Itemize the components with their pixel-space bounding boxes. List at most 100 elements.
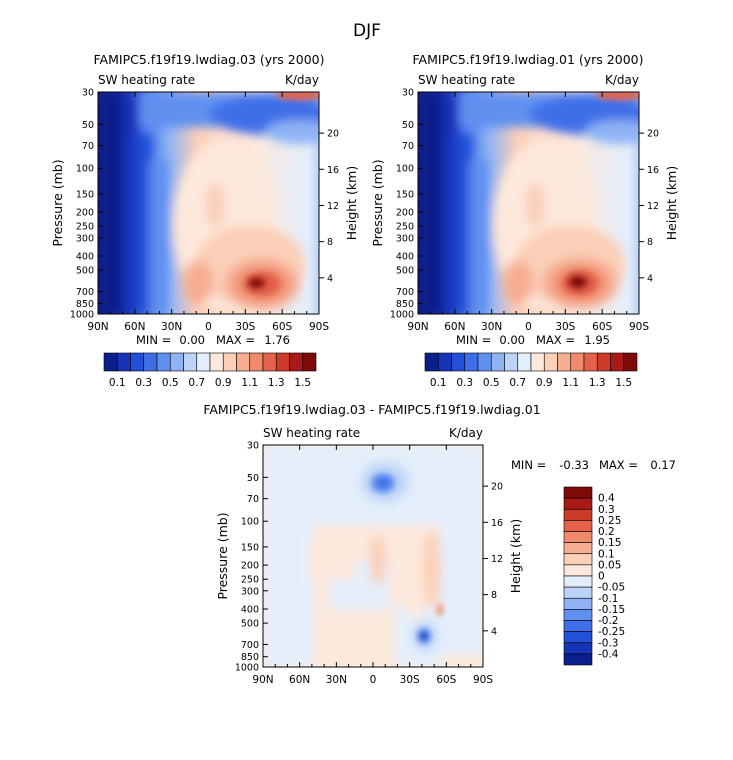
colorbar-box bbox=[596, 352, 611, 372]
x-tick-label: 90S bbox=[309, 321, 329, 333]
y-right-tick-label: 16 bbox=[647, 165, 659, 176]
x-tick-label: 30S bbox=[235, 321, 255, 333]
x-tick-label: 60S bbox=[272, 321, 292, 333]
colorbar-box bbox=[451, 352, 466, 372]
y-tick-label: 200 bbox=[396, 208, 414, 219]
y-axis-label: Pressure (mb) bbox=[50, 159, 65, 246]
x-tick-label: 0 bbox=[205, 321, 212, 333]
colorbar-label: 0.15 bbox=[598, 537, 621, 549]
y-right-tick-label: 4 bbox=[647, 273, 653, 284]
colorbar-label: 0.2 bbox=[598, 526, 615, 538]
colorbar-label: 0.1 bbox=[430, 377, 447, 389]
colorbar-box bbox=[130, 352, 145, 372]
colorbar-box bbox=[610, 352, 625, 372]
y-right-axis-label: Height (km) bbox=[508, 519, 523, 593]
y-tick-label: 250 bbox=[241, 575, 259, 586]
panel-c: FAMIPC5.f19f19.lwdiag.03 - FAMIPC5.f19f1… bbox=[203, 402, 676, 686]
colorbar-box bbox=[477, 352, 492, 372]
colorbar-box bbox=[156, 352, 171, 372]
x-tick-label: 90N bbox=[87, 321, 108, 333]
panel-c-title: FAMIPC5.f19f19.lwdiag.03 - FAMIPC5.f19f1… bbox=[203, 402, 540, 417]
y-tick-label: 100 bbox=[396, 164, 414, 175]
colorbar-label: 0.1 bbox=[598, 548, 615, 560]
panel-b-colorbar: 0.1 0.3 0.5 0.7 0.9 1.1 1.3 1.5 bbox=[424, 352, 638, 389]
colorbar-box bbox=[464, 352, 479, 372]
panel-b-stat-min-label: MIN = bbox=[456, 333, 491, 347]
colorbar-label: 0.1 bbox=[109, 377, 126, 389]
y-tick-label: 50 bbox=[82, 120, 94, 131]
colorbar-box bbox=[437, 352, 452, 372]
y-tick-label: 1000 bbox=[390, 310, 414, 321]
y-tick-label: 70 bbox=[402, 141, 414, 152]
panel-a: FAMIPC5.f19f19.lwdiag.03 (yrs 2000) SW h… bbox=[50, 52, 359, 389]
y-tick-label: 200 bbox=[76, 208, 94, 219]
colorbar-box bbox=[275, 352, 290, 372]
y-tick-label: 150 bbox=[241, 542, 259, 553]
y-tick-label: 700 bbox=[396, 287, 414, 298]
panel-b-title: FAMIPC5.f19f19.lwdiag.01 (yrs 2000) bbox=[413, 52, 644, 67]
x-tick-label: 90N bbox=[252, 674, 273, 686]
x-tick-label: 60N bbox=[289, 674, 310, 686]
colorbar-box bbox=[563, 653, 593, 666]
panel-c-stat-max: 0.17 bbox=[650, 458, 676, 472]
y-right-axis-label: Height (km) bbox=[344, 166, 359, 240]
y-right-tick-label: 12 bbox=[647, 201, 659, 212]
y-tick-label: 1000 bbox=[70, 310, 94, 321]
y-tick-label: 400 bbox=[241, 604, 259, 615]
panel-c-stat-min-label: MIN = bbox=[511, 458, 546, 472]
x-tick-label: 60S bbox=[436, 674, 456, 686]
colorbar-box bbox=[623, 352, 638, 372]
colorbar-label: -0.25 bbox=[598, 626, 625, 638]
colorbar-label: 1.5 bbox=[294, 377, 311, 389]
colorbar-box bbox=[563, 553, 593, 566]
colorbar-box bbox=[563, 542, 593, 555]
panel-a-axes: 90N 60N 30N 0 30S 60S 90S 30 50 70 100 150 200 250300… bbox=[50, 88, 359, 334]
colorbar-box bbox=[543, 352, 558, 372]
panel-a-stat-max-label: MAX = bbox=[216, 333, 255, 347]
x-tick-label: 30S bbox=[400, 674, 420, 686]
colorbar-label: 0.3 bbox=[598, 504, 615, 516]
panel-b-field bbox=[418, 92, 639, 314]
panel-c-axes: 90N 60N 30N 0 30S 60S 90S 30 50 70 100 150 200 250300… bbox=[215, 441, 523, 687]
panel-b-left-subtitle: SW heating rate bbox=[418, 73, 515, 87]
y-tick-label: 200 bbox=[241, 561, 259, 572]
panel-b-stat-max: 1.95 bbox=[584, 333, 610, 347]
colorbar-label: 0.9 bbox=[536, 377, 553, 389]
colorbar-box bbox=[116, 352, 131, 372]
colorbar-box bbox=[196, 352, 211, 372]
y-right-tick-label: 12 bbox=[491, 554, 503, 565]
colorbar-box bbox=[103, 352, 118, 372]
x-tick-label: 0 bbox=[370, 674, 377, 686]
colorbar-box bbox=[563, 586, 593, 599]
colorbar-label: 0.4 bbox=[598, 493, 615, 505]
y-right-tick-label: 8 bbox=[491, 590, 497, 601]
colorbar-box bbox=[169, 352, 184, 372]
colorbar-box bbox=[563, 620, 593, 632]
y-tick-label: 100 bbox=[76, 164, 94, 175]
y-tick-label: 400 bbox=[396, 251, 414, 262]
x-tick-label: 30N bbox=[326, 674, 347, 686]
colorbar-box bbox=[563, 597, 593, 610]
y-tick-label: 500 bbox=[241, 619, 259, 630]
y-tick-label: 500 bbox=[396, 266, 414, 277]
colorbar-label: 1.3 bbox=[589, 377, 606, 389]
y-tick-label: 30 bbox=[82, 88, 94, 99]
x-tick-label: 90S bbox=[629, 321, 649, 333]
colorbar-label: 1.1 bbox=[562, 377, 579, 389]
colorbar-label: -0.4 bbox=[598, 648, 619, 660]
y-right-tick-label: 12 bbox=[327, 201, 339, 212]
y-tick-label: 30 bbox=[247, 441, 259, 452]
colorbar-box bbox=[563, 531, 593, 543]
y-tick-label: 300 bbox=[241, 586, 259, 597]
colorbar-box bbox=[563, 486, 593, 499]
colorbar-box bbox=[583, 352, 598, 372]
y-right-tick-label: 8 bbox=[327, 237, 333, 248]
y-right-tick-label: 16 bbox=[327, 165, 339, 176]
x-tick-label: 0 bbox=[525, 321, 532, 333]
y-tick-label: 50 bbox=[402, 120, 414, 131]
colorbar-box bbox=[563, 508, 593, 521]
panel-a-title: FAMIPC5.f19f19.lwdiag.03 (yrs 2000) bbox=[94, 52, 325, 67]
panel-b-right-subtitle: K/day bbox=[605, 73, 639, 87]
figure-title: DJF bbox=[353, 21, 381, 41]
colorbar-box bbox=[222, 352, 237, 372]
